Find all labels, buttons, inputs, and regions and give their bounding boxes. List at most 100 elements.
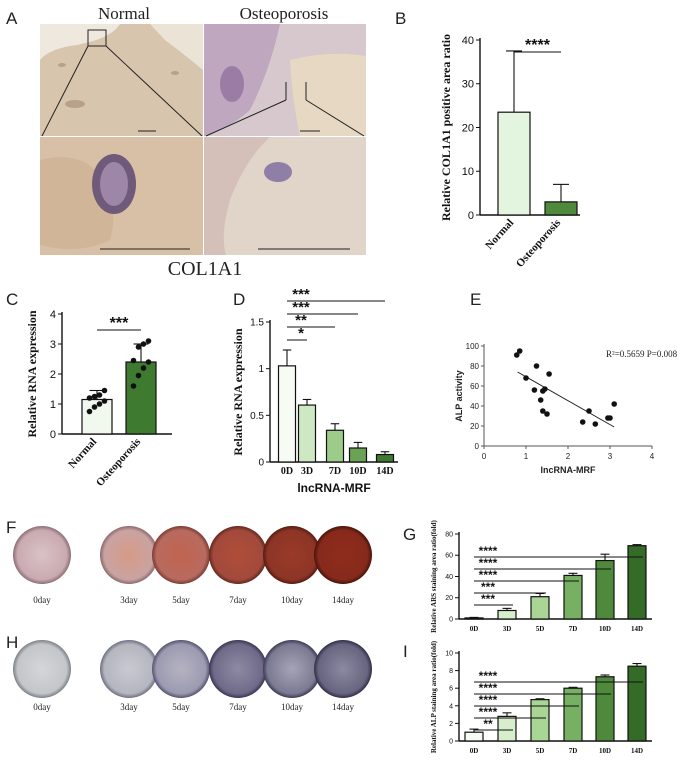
bar bbox=[497, 111, 531, 216]
histology-cell-nucleus bbox=[100, 162, 128, 206]
y-tick-label: 0 bbox=[449, 616, 453, 623]
data-point bbox=[607, 415, 613, 421]
significance-label: *** bbox=[481, 580, 495, 594]
fit-line bbox=[517, 371, 615, 428]
data-point bbox=[140, 365, 147, 371]
data-point bbox=[101, 398, 108, 404]
y-tick-label: 0 bbox=[468, 210, 474, 222]
x-tick-label: 7D bbox=[329, 466, 341, 477]
x-tick-label: Osteoporosis bbox=[514, 216, 564, 269]
x-tick-label: 10D bbox=[349, 466, 366, 477]
ars-plate-14day bbox=[314, 526, 372, 584]
panel-label-a: A bbox=[6, 9, 18, 28]
x-tick-label: 0D bbox=[281, 466, 293, 477]
y-tick-label: 80 bbox=[445, 531, 453, 538]
y-tick-label: 1 bbox=[258, 364, 264, 375]
y-axis-label: ALP activity bbox=[454, 370, 464, 421]
y-axis-label: Relative RNA expression bbox=[25, 310, 39, 437]
data-point bbox=[145, 338, 152, 344]
chart-d: 00.511.50D 3D 7D 10D 14D*********Relative RN… bbox=[231, 286, 398, 495]
panel-label-d: D bbox=[233, 290, 245, 309]
significance-label: **** bbox=[479, 705, 498, 719]
y-axis-label: Relative ARS staining area ratio(fold) bbox=[430, 520, 438, 633]
data-point bbox=[531, 387, 538, 393]
y-tick-label: 40 bbox=[462, 35, 474, 47]
significance-label: **** bbox=[479, 669, 498, 683]
bar bbox=[563, 687, 583, 742]
x-tick-label: 14D bbox=[631, 625, 643, 633]
data-point bbox=[513, 352, 520, 358]
y-tick-label: 0 bbox=[449, 738, 453, 745]
data-point bbox=[140, 341, 147, 347]
panel-label-i: I bbox=[403, 642, 408, 661]
x-tick-label: Osteoporosis bbox=[94, 435, 144, 488]
panel-h-alp-plates bbox=[13, 640, 372, 698]
bar bbox=[125, 361, 157, 435]
x-tick-label: 3D bbox=[503, 747, 512, 755]
y-tick-label: 6 bbox=[449, 686, 453, 693]
data-point bbox=[586, 408, 592, 414]
significance-label: * bbox=[298, 325, 304, 342]
plate-label-f: 5day bbox=[172, 595, 190, 605]
y-tick-label: 80 bbox=[470, 362, 479, 371]
ars-plate-10day bbox=[263, 526, 321, 584]
alp-plate-10day bbox=[263, 640, 321, 698]
x-tick-label: 10D bbox=[599, 747, 611, 755]
y-tick-label: 1 bbox=[50, 399, 56, 411]
y-tick-label: 20 bbox=[462, 122, 474, 134]
ars-plate-5day bbox=[152, 526, 210, 584]
data-point bbox=[96, 401, 103, 407]
y-tick-label: 30 bbox=[462, 79, 474, 91]
y-tick-label: 100 bbox=[466, 342, 480, 351]
data-point bbox=[579, 419, 586, 425]
x-tick-label: 1 bbox=[524, 452, 529, 461]
significance-label: **** bbox=[479, 693, 498, 707]
histology-normal-gap-2 bbox=[150, 24, 203, 70]
data-point bbox=[145, 359, 152, 365]
panel-a-normal-title: Normal bbox=[98, 4, 150, 23]
data-point bbox=[544, 411, 550, 417]
y-tick-label: 8 bbox=[449, 668, 453, 675]
panel-a-caption: COL1A1 bbox=[168, 258, 242, 280]
histology-cell bbox=[171, 71, 179, 75]
data-point bbox=[523, 375, 529, 381]
charts-layer: 0day 3day 5day 7day 10day 14day 0day 3day 5day 7d… bbox=[25, 34, 678, 755]
y-axis-label: Relative COL1A1 positive area ratio bbox=[439, 34, 453, 221]
ars-plate-0day bbox=[13, 526, 71, 584]
data-point bbox=[86, 395, 93, 401]
x-tick-label: 10D bbox=[599, 625, 611, 633]
data-point bbox=[533, 363, 540, 369]
plate-label-f: 0day bbox=[33, 595, 51, 605]
data-point bbox=[592, 421, 599, 427]
y-tick-label: 0 bbox=[475, 442, 480, 451]
y-tick-label: 3 bbox=[50, 339, 56, 351]
panel-label-g: G bbox=[403, 525, 416, 544]
bar bbox=[325, 429, 345, 463]
data-point bbox=[86, 408, 93, 415]
y-tick-label: 40 bbox=[445, 574, 453, 581]
significance-label: *** bbox=[110, 315, 129, 332]
y-tick-label: 2 bbox=[449, 721, 453, 728]
bar bbox=[464, 731, 484, 742]
y-tick-label: 40 bbox=[470, 402, 479, 411]
x-tick-label: 0D bbox=[470, 625, 479, 633]
fit-annotation: R²=0.5659 P=0.008 bbox=[606, 349, 678, 359]
x-tick-label: 0D bbox=[470, 747, 479, 755]
significance-label: *** bbox=[292, 286, 310, 303]
zoom-line bbox=[205, 99, 287, 137]
histology-osteoporosis-bone bbox=[290, 53, 366, 136]
bar bbox=[544, 201, 578, 216]
zoom-line bbox=[105, 45, 203, 137]
panel-label-b: B bbox=[395, 9, 406, 28]
alp-plate-7day bbox=[209, 640, 267, 698]
y-tick-label: 2 bbox=[50, 369, 56, 381]
x-tick-label: 0 bbox=[482, 452, 487, 461]
data-point bbox=[540, 388, 546, 394]
bar bbox=[497, 715, 517, 742]
y-tick-label: 0 bbox=[258, 458, 264, 469]
data-point bbox=[130, 383, 137, 389]
panel-a-histology: Normal Osteoporosis COL1A1 bbox=[40, 4, 366, 280]
data-point bbox=[611, 401, 617, 407]
significance-label: **** bbox=[479, 556, 498, 570]
data-point bbox=[540, 408, 546, 414]
